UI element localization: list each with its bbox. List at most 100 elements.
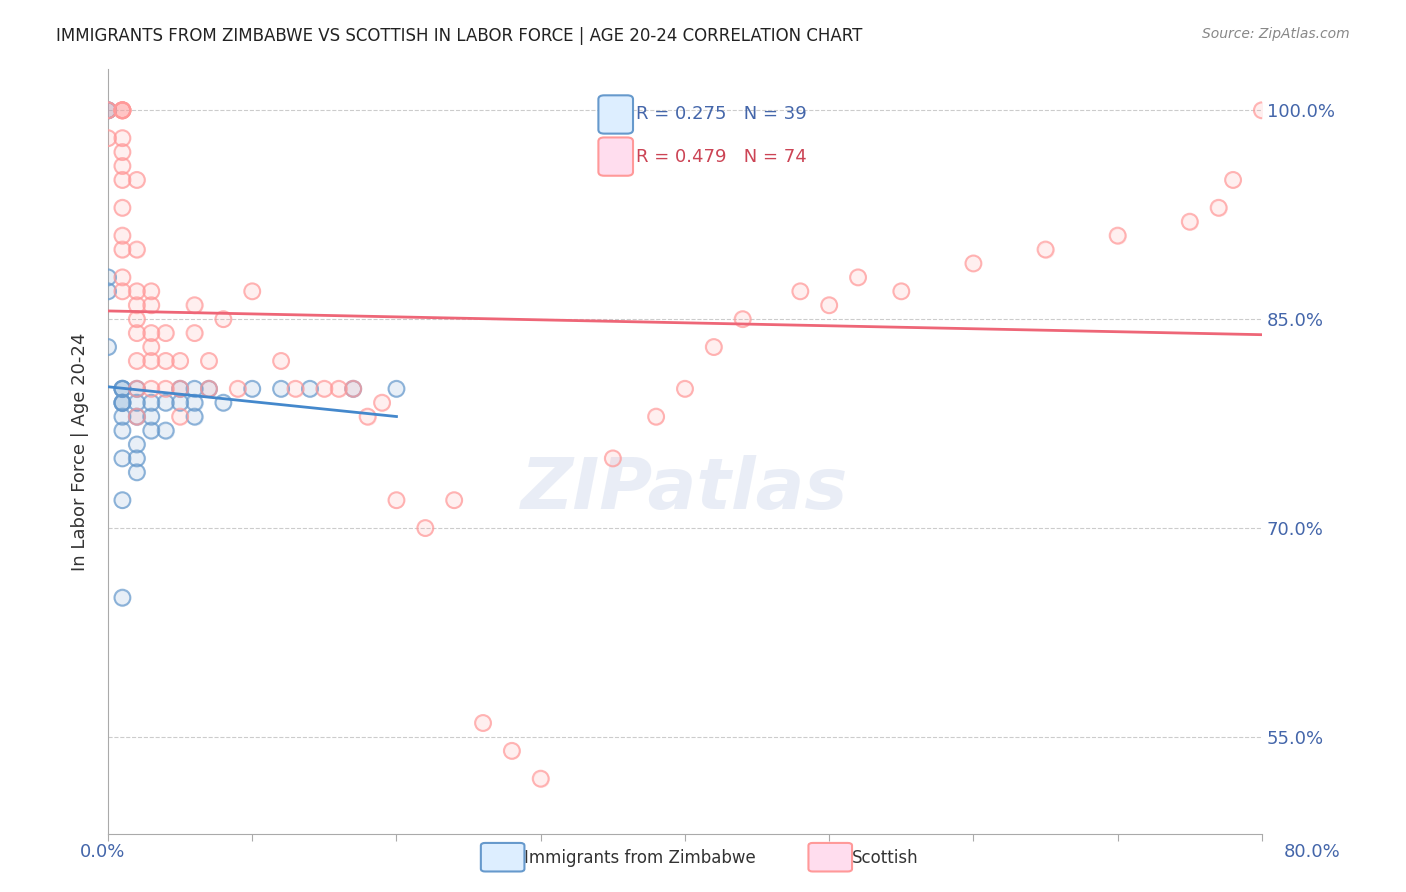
Point	[169, 409, 191, 424]
Point	[298, 382, 321, 396]
Text: R = 0.479   N = 74: R = 0.479 N = 74	[637, 147, 807, 166]
FancyBboxPatch shape	[599, 95, 633, 134]
Point	[111, 103, 134, 118]
Point	[1178, 215, 1201, 229]
Point	[125, 466, 148, 480]
Text: ZIPatlas: ZIPatlas	[522, 455, 849, 524]
Point	[284, 382, 307, 396]
Point	[97, 131, 120, 145]
Point	[141, 382, 163, 396]
Point	[97, 340, 120, 354]
Point	[673, 382, 696, 396]
Point	[183, 298, 205, 312]
Point	[111, 382, 134, 396]
Point	[111, 103, 134, 118]
Point	[731, 312, 754, 326]
Point	[1178, 215, 1201, 229]
Point	[155, 395, 177, 409]
Point	[111, 382, 134, 396]
Point	[155, 326, 177, 340]
Point	[155, 424, 177, 438]
Point	[371, 395, 394, 409]
Point	[111, 382, 134, 396]
Point	[125, 173, 148, 187]
Point	[183, 326, 205, 340]
Point	[212, 312, 235, 326]
Point	[1035, 243, 1057, 257]
Point	[111, 451, 134, 466]
Point	[111, 382, 134, 396]
Point	[141, 409, 163, 424]
Point	[169, 354, 191, 368]
Point	[1222, 173, 1244, 187]
Point	[125, 409, 148, 424]
Point	[314, 382, 336, 396]
Point	[789, 285, 811, 299]
Point	[314, 382, 336, 396]
Point	[111, 493, 134, 508]
Point	[141, 298, 163, 312]
Point	[111, 243, 134, 257]
Point	[645, 409, 668, 424]
Point	[141, 424, 163, 438]
Point	[198, 382, 221, 396]
Point	[270, 382, 292, 396]
Point	[155, 424, 177, 438]
Point	[155, 382, 177, 396]
Point	[385, 382, 408, 396]
Point	[97, 340, 120, 354]
Point	[602, 451, 624, 466]
Point	[1208, 201, 1230, 215]
Point	[240, 285, 263, 299]
Point	[890, 285, 912, 299]
FancyBboxPatch shape	[599, 137, 633, 176]
Point	[169, 395, 191, 409]
Point	[97, 103, 120, 118]
Point	[818, 298, 841, 312]
Point	[125, 382, 148, 396]
Point	[198, 382, 221, 396]
Point	[111, 103, 134, 118]
Point	[530, 772, 553, 786]
Point	[125, 285, 148, 299]
Point	[125, 285, 148, 299]
Point	[342, 382, 364, 396]
Point	[125, 382, 148, 396]
Point	[673, 382, 696, 396]
Point	[111, 395, 134, 409]
Point	[141, 395, 163, 409]
Point	[183, 326, 205, 340]
Point	[97, 103, 120, 118]
Point	[198, 382, 221, 396]
Point	[125, 243, 148, 257]
Point	[240, 382, 263, 396]
Point	[125, 451, 148, 466]
Point	[155, 382, 177, 396]
Point	[141, 285, 163, 299]
Point	[501, 744, 523, 758]
Point	[111, 131, 134, 145]
Point	[890, 285, 912, 299]
Point	[501, 744, 523, 758]
Point	[1107, 228, 1129, 243]
Point	[125, 354, 148, 368]
Point	[240, 382, 263, 396]
Point	[226, 382, 249, 396]
Point	[97, 103, 120, 118]
Point	[125, 326, 148, 340]
Point	[169, 382, 191, 396]
Point	[703, 340, 725, 354]
Point	[1035, 243, 1057, 257]
Point	[198, 354, 221, 368]
Point	[125, 409, 148, 424]
Point	[155, 395, 177, 409]
Point	[141, 395, 163, 409]
Point	[111, 424, 134, 438]
Point	[111, 493, 134, 508]
Point	[413, 521, 436, 535]
Point	[371, 395, 394, 409]
Point	[198, 382, 221, 396]
Point	[155, 354, 177, 368]
Point	[1222, 173, 1244, 187]
Point	[125, 312, 148, 326]
